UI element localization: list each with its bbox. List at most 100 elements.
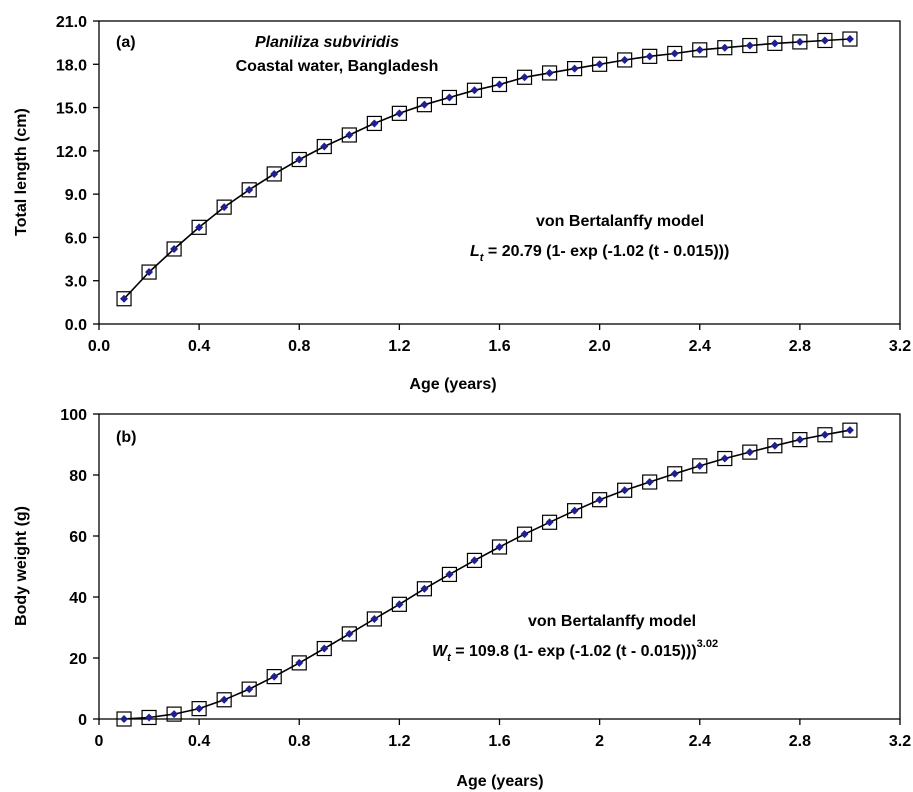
diamond-marker — [420, 584, 429, 593]
diamond-marker — [195, 704, 204, 713]
diamond-marker — [695, 45, 704, 54]
diamond-marker — [120, 294, 129, 303]
x-tick-labels: 0 0.4 0.8 1.2 1.6 2 2.4 2.8 3.2 — [95, 719, 911, 750]
x-tick-label: 2.4 — [689, 733, 711, 750]
diamond-marker — [270, 672, 279, 681]
growth-equation: Wt = 109.8 (1- exp (-1.02 (t - 0.015)))3… — [432, 638, 718, 664]
y-tick-label: 18.0 — [56, 57, 87, 74]
diamond-marker — [320, 644, 329, 653]
diamond-marker — [795, 37, 804, 46]
y-tick-label: 0 — [78, 712, 87, 729]
equation-variable: L — [470, 243, 480, 260]
x-tick-labels: 0.0 0.4 0.8 1.2 1.6 2.0 2.4 2.8 3.2 — [88, 324, 911, 355]
growth-equation: Lt = 20.79 (1- exp (-1.02 (t - 0.015))) — [470, 243, 729, 264]
diamond-marker — [195, 223, 204, 232]
square-marker — [742, 37, 758, 54]
x-tick-label: 0.8 — [288, 338, 310, 355]
diamond-marker — [520, 73, 529, 82]
panel-a-length-chart: 0.0 0.4 0.8 1.2 1.6 2.0 2.4 2.8 3.2 0.0 3.0 6.0 9.0… — [13, 14, 911, 393]
square-marker — [592, 492, 608, 508]
square-marker — [391, 105, 407, 121]
diamond-marker — [345, 130, 354, 139]
diamond-marker — [620, 486, 629, 495]
square-marker — [842, 31, 858, 47]
square-marker — [291, 151, 307, 168]
y-tick-label: 40 — [69, 590, 87, 607]
diamond-marker — [220, 203, 229, 212]
diamond-marker — [495, 542, 504, 551]
growth-curve-line — [123, 38, 850, 300]
diamond-marker — [845, 426, 854, 435]
diamond-marker — [170, 710, 179, 719]
diamond-marker — [445, 93, 454, 102]
equation-subscript: t — [447, 652, 452, 664]
diamond-marker — [545, 68, 554, 77]
observed-markers — [116, 422, 858, 727]
square-marker — [191, 219, 207, 235]
diamond-marker — [720, 43, 729, 52]
diamond-marker — [570, 64, 579, 73]
square-marker — [166, 706, 182, 722]
x-tick-label: 1.2 — [388, 338, 410, 355]
y-tick-labels: 0 20 40 60 80 100 — [60, 407, 99, 729]
square-marker — [792, 34, 808, 50]
square-marker — [817, 427, 833, 443]
diamond-marker — [570, 506, 579, 515]
diamond-marker — [770, 441, 779, 450]
square-marker — [541, 514, 558, 530]
diamond-marker — [795, 435, 804, 444]
square-marker — [266, 669, 282, 685]
square-marker — [617, 52, 633, 68]
square-marker — [566, 61, 583, 77]
y-axis-title: Body weight (g) — [13, 506, 30, 626]
panel-b-weight-chart: 0 0.4 0.8 1.2 1.6 2 2.4 2.8 3.2 0 20 40 60 80 100 (b)… — [13, 407, 911, 790]
diamond-marker — [745, 448, 754, 457]
fitted-curve — [123, 38, 850, 300]
x-tick-label: 0.4 — [188, 733, 210, 750]
square-marker — [216, 199, 232, 215]
y-tick-label: 100 — [60, 407, 87, 424]
diamond-marker — [545, 518, 554, 527]
square-marker — [817, 32, 833, 49]
diamond-marker — [395, 600, 404, 609]
square-marker — [116, 711, 132, 727]
square-marker — [191, 701, 207, 717]
x-tick-label: 2.8 — [789, 338, 811, 355]
square-marker — [667, 466, 683, 482]
x-tick-label: 2.0 — [589, 338, 611, 355]
predicted-markers — [120, 426, 854, 723]
panel-label: (b) — [116, 429, 136, 446]
square-marker — [592, 56, 608, 72]
square-marker — [767, 438, 783, 454]
x-tick-label: 1.6 — [488, 733, 510, 750]
square-marker — [241, 182, 257, 198]
square-marker — [692, 42, 708, 58]
y-tick-label: 9.0 — [65, 187, 87, 204]
diamond-marker — [620, 55, 629, 64]
diamond-marker — [595, 495, 604, 504]
y-tick-label: 21.0 — [56, 14, 87, 31]
square-marker — [416, 97, 433, 113]
square-marker — [566, 503, 583, 519]
diamond-marker — [145, 713, 154, 722]
y-tick-labels: 0.0 3.0 6.0 9.0 12.0 15.0 18.0 21.0 — [56, 14, 99, 334]
diamond-marker — [370, 614, 379, 623]
square-marker — [316, 138, 332, 155]
square-marker — [642, 48, 658, 64]
square-marker — [717, 450, 733, 467]
diamond-marker — [745, 41, 754, 50]
model-name: von Bertalanffy model — [528, 613, 696, 630]
x-tick-label: 2 — [595, 733, 604, 750]
square-marker — [466, 82, 483, 98]
square-marker — [166, 241, 182, 257]
square-marker — [717, 40, 733, 56]
square-marker — [842, 422, 858, 438]
square-marker — [667, 45, 683, 62]
square-marker — [441, 89, 458, 106]
x-tick-label: 0 — [95, 733, 104, 750]
y-tick-label: 12.0 — [56, 144, 87, 161]
x-tick-label: 1.2 — [388, 733, 410, 750]
diamond-marker — [370, 119, 379, 128]
diamond-marker — [270, 169, 279, 178]
